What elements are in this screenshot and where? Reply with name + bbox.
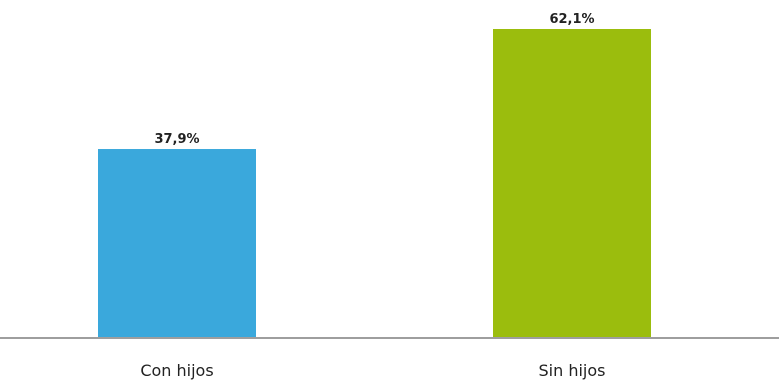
labels-layer: 37,9% Con hijos 62,1% Sin hijos (140, 12, 605, 380)
data-label-1: 37,9% (154, 132, 199, 147)
bar-1 (98, 149, 256, 337)
category-label-2: Sin hijos (539, 361, 606, 380)
data-label-2: 62,1% (549, 12, 594, 27)
category-label-1: Con hijos (140, 361, 213, 380)
bars-layer (98, 29, 651, 337)
bar-2 (493, 29, 651, 337)
